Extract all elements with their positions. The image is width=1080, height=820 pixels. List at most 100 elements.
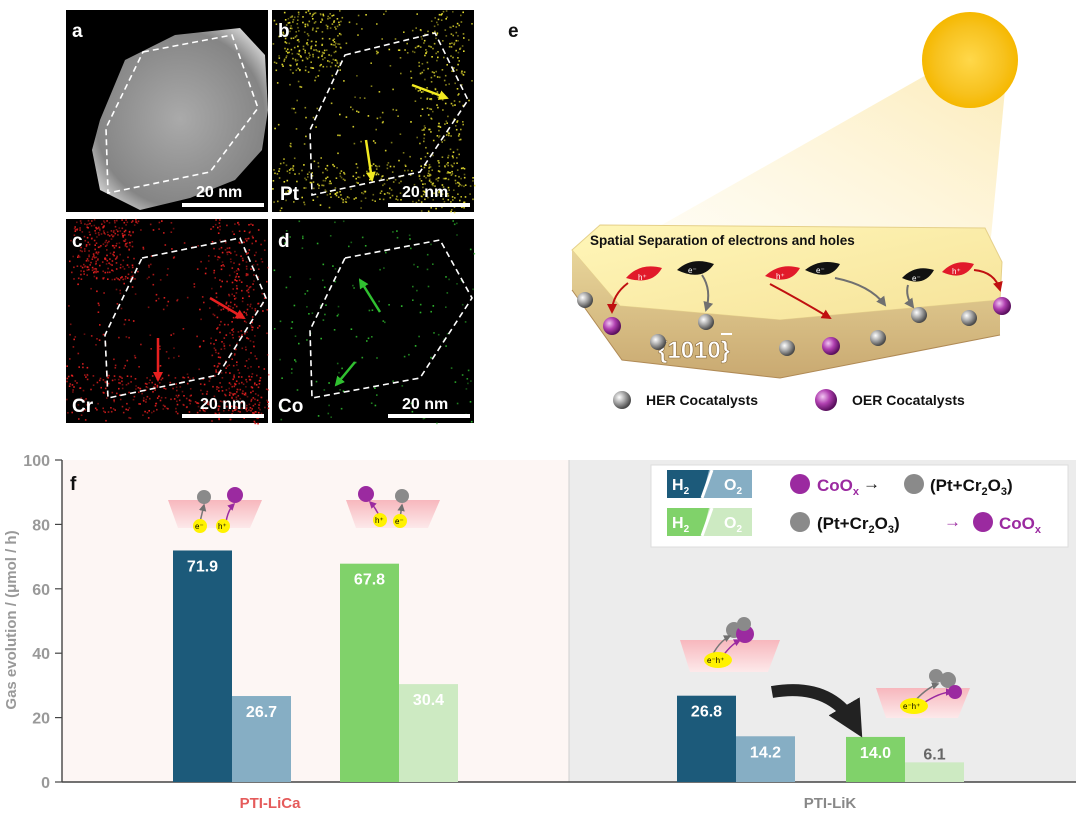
- legend-row2-pt: (Pt+Cr2O3): [817, 514, 900, 536]
- scale-label-d: 20 nm: [402, 396, 448, 413]
- y-tick-label: 80: [32, 517, 50, 534]
- bar-o2-0: [232, 696, 291, 782]
- scale-label-c: 20 nm: [200, 396, 246, 413]
- element-label-co: Co: [278, 396, 303, 417]
- y-axis: 0 20 40 60 80 100: [23, 453, 62, 792]
- svg-text:h⁺: h⁺: [218, 522, 227, 531]
- svg-text:h⁺: h⁺: [952, 267, 961, 276]
- bar-h2-3: [846, 736, 905, 782]
- schematic-pt-first: h⁺ e⁻: [346, 486, 440, 528]
- legend-o2-green: O2: [724, 515, 742, 535]
- panel-letter-e: e: [508, 21, 519, 42]
- electron-icon: e⁻: [805, 262, 840, 275]
- crystal-side: [572, 250, 1000, 378]
- hole-icon: h⁺: [942, 262, 974, 276]
- panel-f: f 0 20 40 60 80 100 Gas evolution / (μmol / h…: [3, 453, 1076, 812]
- coox-legend-icon: [790, 474, 810, 494]
- cr-map-dots: [66, 219, 270, 425]
- bar-h2-2: [677, 695, 736, 782]
- svg-text:e⁻: e⁻: [195, 522, 204, 531]
- legend-row1-coox: CoOx: [817, 476, 860, 498]
- cr-arrow-icon: [209, 296, 246, 320]
- schematic-lik-pt-first: e⁻h⁺: [876, 669, 970, 718]
- scale-bar-a: [182, 203, 264, 207]
- element-label-cr: Cr: [72, 396, 94, 417]
- her-cocatalyst-icon: [577, 292, 593, 308]
- svg-text:e⁻: e⁻: [912, 274, 921, 283]
- bar-value-label: 71.9: [187, 558, 218, 575]
- legend-row2-arrow: →: [944, 512, 961, 531]
- category-label-lik: PTI-LiK: [804, 795, 857, 812]
- bar-value-label: 67.8: [354, 572, 385, 589]
- hole-icon: h⁺: [765, 266, 800, 281]
- scale-label-a: 20 nm: [196, 184, 242, 201]
- category-label-litica: PTI-LiCa: [240, 795, 301, 812]
- panel-c: c Cr 20 nm: [66, 219, 270, 425]
- element-label-pt: Pt: [280, 184, 300, 205]
- y-tick-label: 40: [32, 646, 50, 663]
- bar-o2-1: [399, 684, 458, 782]
- oer-legend-label: OER Cocatalysts: [852, 392, 965, 408]
- panel-d: d Co 20 nm: [272, 219, 476, 425]
- panel-letter-d: d: [278, 231, 290, 252]
- pt-arrow-icon: [364, 139, 376, 182]
- pt-arrow-icon: [411, 83, 449, 100]
- scale-bar-d: [388, 414, 470, 418]
- scale-bar-c: [182, 414, 264, 418]
- her-cocatalyst-icon: [870, 330, 886, 346]
- facet-label: {1010}: [658, 337, 730, 364]
- bar-value-label: 30.4: [413, 692, 444, 709]
- panel-letter-b: b: [278, 21, 290, 42]
- svg-text:h⁺: h⁺: [375, 516, 384, 525]
- panel-letter-c: c: [72, 231, 83, 252]
- oer-legend-icon: [815, 389, 837, 411]
- legend-row1-pt: (Pt+Cr2O3): [930, 476, 1013, 498]
- legend-h2-dark: H2: [672, 477, 690, 497]
- electron-icon: e⁻: [902, 268, 934, 283]
- svg-text:e⁻: e⁻: [395, 517, 404, 526]
- svg-text:h⁺: h⁺: [776, 272, 785, 281]
- y-axis-label: Gas evolution / (μmol / h): [3, 530, 20, 709]
- oer-cocatalyst-icon: [993, 297, 1011, 315]
- her-cocatalyst-icon: [961, 310, 977, 326]
- y-tick-label: 100: [23, 453, 50, 470]
- her-cocatalyst-icon: [698, 314, 714, 330]
- her-cocatalyst-icon: [779, 340, 795, 356]
- y-tick-label: 0: [41, 775, 50, 792]
- pt-legend-icon: [790, 512, 810, 532]
- sun-icon: [922, 12, 1018, 108]
- bar-value-label: 26.7: [246, 704, 277, 721]
- scale-label-b: 20 nm: [402, 184, 448, 201]
- scale-bar-b: [388, 203, 470, 207]
- bars: 71.9 26.7 67.8 30.4 26.8 14.2 14.0 6.1: [173, 550, 964, 782]
- her-cocatalyst-icon: [650, 334, 666, 350]
- svg-text:e⁻h⁺: e⁻h⁺: [903, 702, 920, 711]
- bar-o2-2: [736, 736, 795, 782]
- spatial-separation-heading: Spatial Separation of electrons and hole…: [590, 233, 855, 248]
- electron-icon: e⁻: [677, 261, 714, 275]
- co-arrow-icon: [334, 361, 356, 387]
- legend-row1-arrow: →: [863, 474, 880, 493]
- oer-cocatalyst-icon: [822, 337, 840, 355]
- legend-o2-dark: O2: [724, 477, 742, 497]
- legend-h2-green: H2: [672, 515, 690, 535]
- pt-map-dots: [272, 10, 476, 214]
- bar-h2-0: [173, 550, 232, 782]
- oer-cocatalyst-icon: [603, 317, 621, 335]
- panel-e: e Spatial Separation of electrons and ho…: [508, 12, 1018, 411]
- panel-a: a 20 nm: [66, 10, 268, 212]
- svg-text:h⁺: h⁺: [638, 273, 647, 282]
- bar-value-label: 14.2: [750, 744, 781, 761]
- y-tick-label: 20: [32, 711, 50, 728]
- her-legend-icon: [613, 391, 631, 409]
- bar-h2-1: [340, 563, 399, 782]
- svg-text:e⁻h⁺: e⁻h⁺: [707, 656, 724, 665]
- bar-o2-3: [905, 762, 964, 782]
- bar-value-label: 14.0: [860, 745, 891, 762]
- panel-b: b Pt 20 nm: [272, 10, 476, 214]
- schematic-lik-coox-first: e⁻h⁺: [680, 617, 780, 672]
- svg-text:e⁻: e⁻: [688, 266, 697, 275]
- schematic-coox-first: e⁻ h⁺: [168, 487, 262, 533]
- her-legend-label: HER Cocatalysts: [646, 392, 758, 408]
